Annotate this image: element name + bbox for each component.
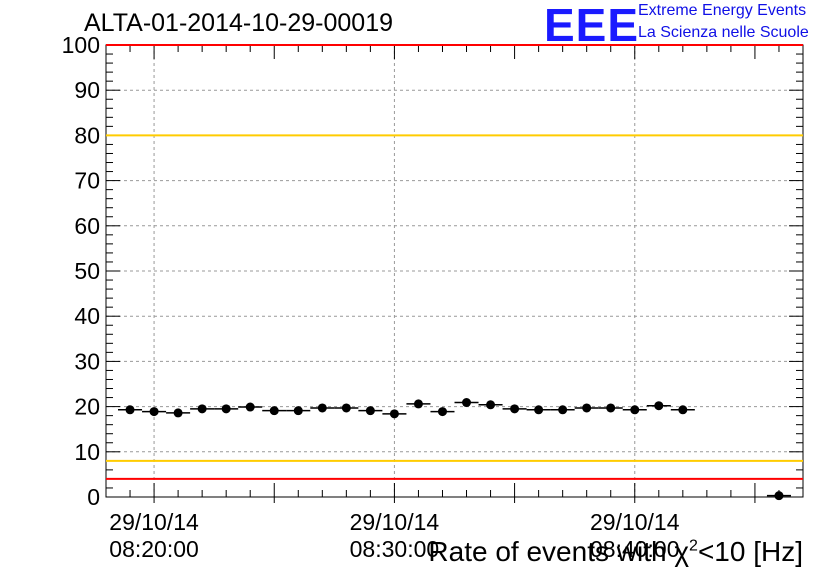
- y-tick-label: 100: [62, 32, 100, 58]
- data-point: [269, 406, 279, 416]
- data-point: [582, 403, 592, 413]
- data-point: [245, 402, 255, 412]
- logo-line-2: La Scienza nelle Scuole: [638, 24, 809, 41]
- y-tick-label: 30: [74, 348, 100, 374]
- y-tick-label: 80: [74, 122, 100, 148]
- y-tick-label: 50: [74, 258, 100, 284]
- x-axis-title-prefix: Rate of events with χ: [428, 536, 690, 567]
- data-point: [197, 404, 207, 414]
- data-point: [486, 400, 496, 410]
- x-tick-label-time: 08:20:00: [109, 536, 199, 562]
- data-point: [630, 405, 640, 415]
- data-point: [413, 399, 423, 409]
- data-point: [510, 404, 520, 414]
- logo-line-1: Extreme Energy Events: [638, 2, 807, 19]
- data-point: [558, 405, 568, 415]
- data-point: [389, 409, 399, 419]
- y-tick-label: 40: [74, 303, 100, 329]
- eee-logo: EEE: [544, 0, 640, 51]
- data-point: [149, 407, 159, 417]
- y-tick-label: 70: [74, 168, 100, 194]
- x-tick-label-date: 29/10/14: [350, 509, 440, 535]
- y-tick-label: 20: [74, 394, 100, 420]
- data-point: [317, 403, 327, 413]
- data-point: [365, 406, 375, 416]
- data-point: [125, 405, 135, 415]
- x-tick-label-date: 29/10/14: [590, 509, 680, 535]
- data-point: [437, 407, 447, 417]
- data-point: [173, 408, 183, 418]
- y-tick-label: 0: [87, 484, 100, 510]
- data-point: [221, 404, 231, 414]
- y-tick-label: 10: [74, 439, 100, 465]
- y-tick-label: 90: [74, 77, 100, 103]
- x-tick-label-date: 29/10/14: [109, 509, 199, 535]
- data-point: [534, 405, 544, 415]
- data-point: [462, 398, 472, 408]
- x-axis-title-suffix: <10 [Hz]: [697, 536, 803, 567]
- x-tick-label-time: 08:40:00: [590, 536, 680, 562]
- data-point: [293, 406, 303, 416]
- data-point: [678, 405, 688, 415]
- chart-title: ALTA-01-2014-10-29-00019: [84, 9, 393, 37]
- data-point: [341, 403, 351, 413]
- x-axis-title: Rate of events with χ2<10 [Hz]: [428, 536, 803, 568]
- data-point: [654, 401, 664, 411]
- y-tick-label: 60: [74, 213, 100, 239]
- x-axis-title-sup: 2: [689, 537, 698, 555]
- x-tick-label-time: 08:30:00: [350, 536, 440, 562]
- data-point: [774, 491, 784, 501]
- data-point: [606, 403, 616, 413]
